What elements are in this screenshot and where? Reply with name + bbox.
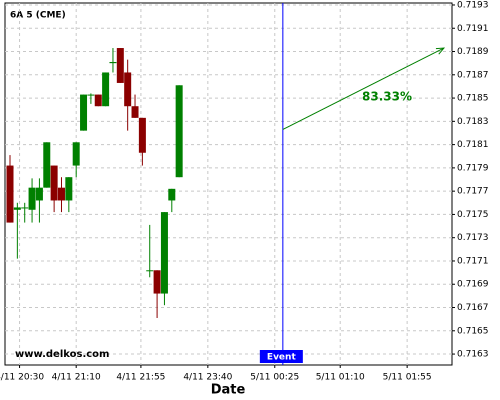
forecast-label: 83.33% — [362, 90, 412, 104]
x-tick-label: 4/11 20:30 — [0, 373, 44, 383]
x-axis-label: Date — [211, 383, 246, 398]
x-tick-label: 4/11 21:55 — [116, 373, 165, 383]
y-tick-label: 0.7167 — [457, 303, 489, 313]
candle-body — [50, 165, 58, 201]
y-tick-label: 0.7193 — [457, 0, 489, 10]
x-tick-label: 5/11 01:55 — [383, 373, 432, 383]
candle-body — [21, 207, 29, 209]
y-tick-label: 0.7171 — [457, 256, 489, 266]
candle-body — [116, 48, 124, 83]
y-tick-label: 0.7169 — [457, 280, 489, 290]
candle-body — [138, 117, 146, 153]
candle-body — [43, 142, 51, 188]
y-tick-label: 0.7191 — [457, 24, 489, 34]
x-tick-label: 4/11 21:10 — [52, 373, 101, 383]
candle-body — [168, 188, 176, 201]
candle-body — [146, 270, 154, 272]
candle-body — [80, 94, 88, 131]
watermark: www.delkos.com — [15, 349, 109, 360]
y-tick-label: 0.7173 — [457, 233, 489, 243]
chart-title: 6A 5 (CME) — [10, 11, 66, 21]
candle-body — [6, 165, 14, 223]
candle-body — [175, 85, 183, 178]
arrow-head — [435, 47, 446, 55]
candle-body — [87, 94, 95, 96]
y-tick-label: 0.7181 — [457, 140, 489, 150]
candle-body — [28, 187, 36, 210]
event-label: Event — [267, 353, 297, 363]
candle-body — [160, 212, 168, 294]
candle-body — [57, 187, 65, 201]
candle-body — [65, 177, 73, 201]
y-tick-label: 0.7175 — [457, 210, 489, 220]
candle-body — [109, 61, 117, 64]
y-tick-label: 0.7185 — [457, 94, 489, 104]
candle-body — [35, 187, 43, 201]
x-tick-label: 5/11 00:25 — [250, 373, 299, 383]
forecast-arrow — [282, 47, 445, 130]
candle-body — [94, 94, 102, 107]
y-tick-label: 0.7187 — [457, 70, 489, 80]
x-tick-label: 5/11 01:10 — [316, 373, 365, 383]
y-tick-label: 0.7189 — [457, 47, 489, 57]
candle-body — [13, 207, 21, 210]
candle-body — [102, 72, 110, 107]
candle-body — [153, 270, 161, 294]
y-tick-label: 0.7163 — [457, 350, 489, 360]
event-label-box — [259, 350, 303, 363]
x-tick-label: 4/11 23:40 — [183, 373, 232, 383]
y-tick-label: 0.7177 — [457, 187, 489, 197]
y-tick-label: 0.7165 — [457, 326, 489, 336]
candle-body — [72, 142, 80, 166]
plot-area — [4, 2, 453, 366]
candle-body — [131, 106, 139, 118]
y-tick-label: 0.7183 — [457, 117, 489, 127]
y-tick-label: 0.7179 — [457, 163, 489, 173]
candle-body — [124, 72, 132, 107]
